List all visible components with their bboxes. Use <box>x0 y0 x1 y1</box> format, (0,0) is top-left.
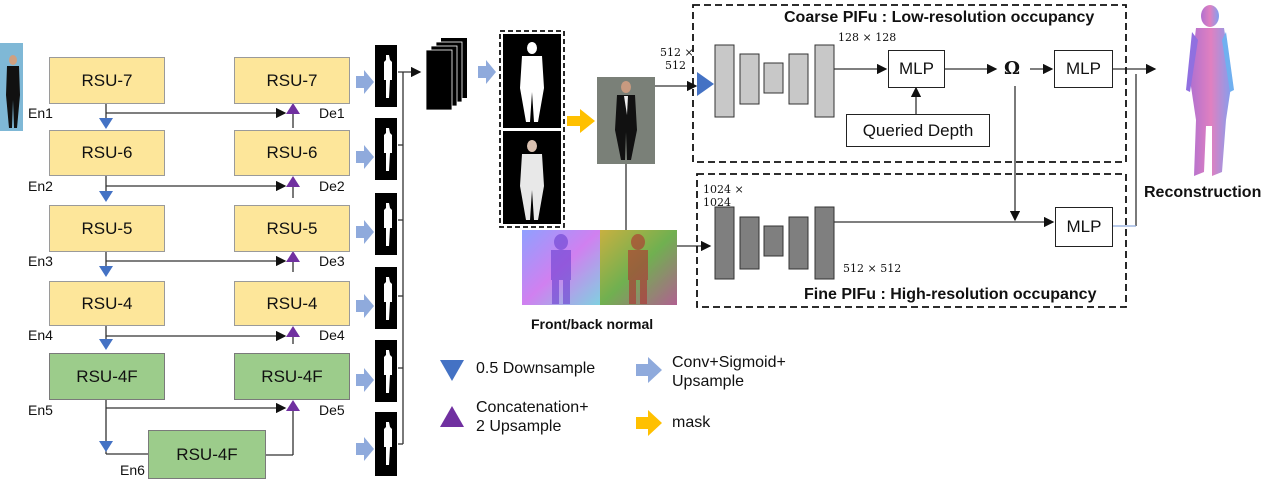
encoder-block-label: RSU-4 <box>81 293 133 313</box>
legend-mask: mask <box>672 414 711 431</box>
coarse-input-size: 512 × 512 <box>660 46 694 72</box>
encoder-label-en5: En5 <box>28 402 53 418</box>
omega-symbol: Ω <box>1004 58 1021 79</box>
coarse-mlp-label: MLP <box>899 59 934 78</box>
decoder-block-rsu6: RSU-6 <box>234 130 350 176</box>
encoder-block-label: RSU-6 <box>81 143 133 162</box>
decoder-label-de4: De4 <box>319 327 345 343</box>
coarse-pifu-title: Coarse PIFu : Low-resolution occupancy <box>784 9 1095 26</box>
decoder-block-rsu4: RSU-4 <box>234 281 350 326</box>
encoder-label-en1: En1 <box>28 105 53 121</box>
legend-downsample: 0.5 Downsample <box>476 360 596 377</box>
encoder-label-en2: En2 <box>28 178 53 194</box>
coarse-mlp-box: MLP <box>888 50 945 88</box>
decoder-block-label: RSU-6 <box>266 143 318 162</box>
decoder-block-rsu7: RSU-7 <box>234 57 350 104</box>
encoder-block-rsu7: RSU-7 <box>49 57 165 104</box>
queried-depth-box: Queried Depth <box>846 114 990 147</box>
encoder-block-rsu4f: RSU-4F <box>49 353 165 400</box>
decoder-label-de3: De3 <box>319 253 345 269</box>
encoder-block-rsu4: RSU-4 <box>49 281 165 326</box>
fine-pifu-title: Fine PIFu : High-resolution occupancy <box>804 286 1097 303</box>
encoder-block-label: RSU-4F <box>176 444 238 464</box>
encoder-label-en3: En3 <box>28 253 53 269</box>
reconstruction-label: Reconstruction <box>1144 184 1262 201</box>
legend-conv: Conv+Sigmoid+ Upsample <box>672 354 786 390</box>
decoder-label-de2: De2 <box>319 178 345 194</box>
encoder-label-en4: En4 <box>28 327 53 343</box>
legend-concat: Concatenation+ 2 Upsample <box>476 399 589 435</box>
encoder-block-rsu4f-bottom: RSU-4F <box>148 430 266 479</box>
fine-mlp-label: MLP <box>1066 217 1102 236</box>
fine-input-size: 1024 × 1024 <box>703 183 744 209</box>
queried-depth-label: Queried Depth <box>862 120 974 140</box>
reconstruction-figure <box>1186 5 1234 176</box>
decoder-block-label: RSU-7 <box>266 70 318 90</box>
normal-caption: Front/back normal <box>531 316 654 332</box>
encoder-block-label: RSU-5 <box>81 218 133 238</box>
coarse-mlp2-label: MLP <box>1066 59 1101 78</box>
fine-mlp-box: MLP <box>1055 207 1113 247</box>
encoder-block-label: RSU-4F <box>76 366 138 386</box>
decoder-label-de1: De1 <box>319 105 345 121</box>
encoder-block-rsu6: RSU-6 <box>49 130 165 176</box>
decoder-block-label: RSU-4F <box>261 366 323 386</box>
coarse-feature-size: 128 × 128 <box>838 31 897 44</box>
encoder-block-rsu5: RSU-5 <box>49 205 165 252</box>
decoder-block-label: RSU-4 <box>266 293 318 313</box>
decoder-block-rsu4f: RSU-4F <box>234 353 350 400</box>
decoder-block-label: RSU-5 <box>266 218 318 238</box>
encoder-label-en6: En6 <box>120 462 145 478</box>
encoder-block-label: RSU-7 <box>81 70 133 90</box>
decoder-block-rsu5: RSU-5 <box>234 205 350 252</box>
decoder-label-de5: De5 <box>319 402 345 418</box>
coarse-mlp2-box: MLP <box>1054 50 1113 88</box>
mask-stack <box>425 38 467 111</box>
fine-feature-size: 512 × 512 <box>843 262 902 275</box>
